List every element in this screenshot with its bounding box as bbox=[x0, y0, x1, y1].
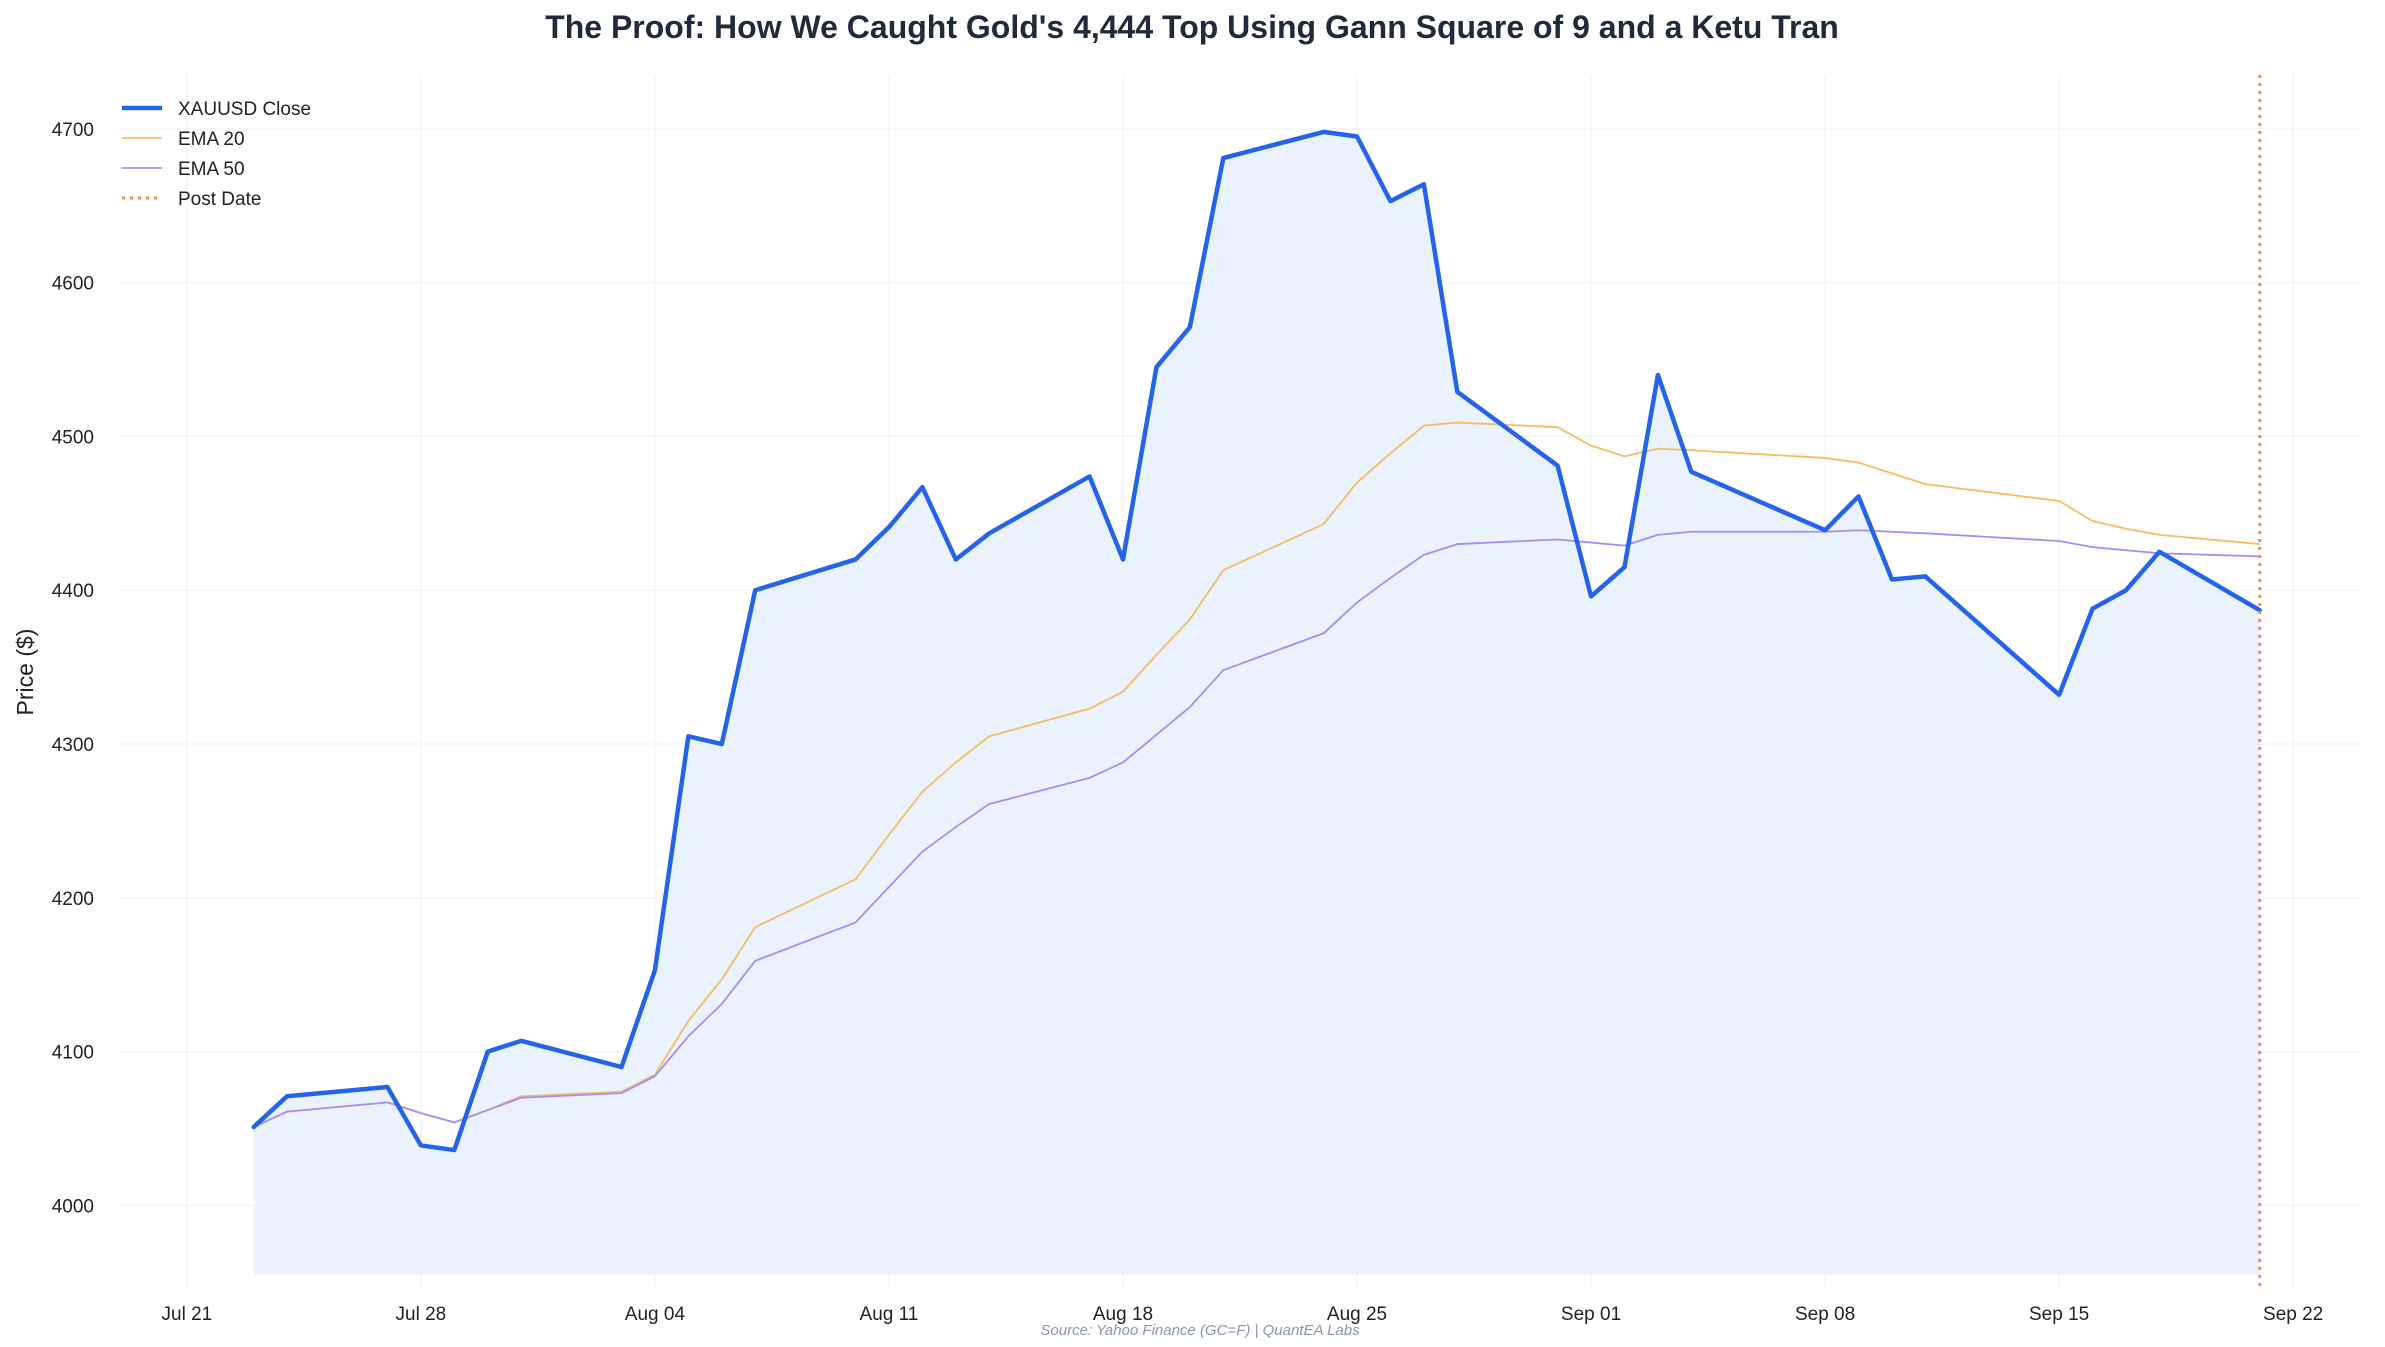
y-tick-label: 4600 bbox=[52, 274, 94, 295]
xauusd-close-line bbox=[251, 129, 2262, 1153]
y-tick-label: 4300 bbox=[52, 735, 94, 756]
legend-label: Post Date bbox=[178, 189, 261, 210]
x-tick-label: Jul 28 bbox=[396, 1304, 447, 1325]
y-tick-label: 4500 bbox=[52, 427, 94, 448]
x-tick-label: Sep 15 bbox=[2029, 1304, 2089, 1325]
x-tick-label: Sep 01 bbox=[1561, 1304, 1621, 1325]
x-tick-label: Sep 08 bbox=[1795, 1304, 1855, 1325]
legend: XAUUSD Close EMA 20 EMA 50 Post Date bbox=[122, 99, 311, 210]
y-tick-label: 4400 bbox=[52, 581, 94, 602]
legend-label: EMA 20 bbox=[178, 129, 245, 150]
x-tick-label: Jul 21 bbox=[162, 1304, 213, 1325]
source-note: Source: Yahoo Finance (GC=F) | QuantEA L… bbox=[1040, 1322, 1360, 1339]
y-tick-label: 4700 bbox=[52, 120, 94, 141]
legend-label: XAUUSD Close bbox=[178, 99, 311, 120]
chart-title: The Proof: How We Caught Gold's 4,444 To… bbox=[545, 9, 1839, 45]
y-axis-label: Price ($) bbox=[12, 629, 38, 716]
x-tick-label: Aug 04 bbox=[625, 1304, 686, 1325]
ema-20-line bbox=[252, 421, 2261, 1128]
series-lines bbox=[251, 129, 2262, 1153]
x-axis-ticks: Jul 21 Jul 28 Aug 04 Aug 11 Aug 18 Aug 25 Sep … bbox=[162, 1304, 2324, 1325]
y-tick-label: 4100 bbox=[52, 1043, 94, 1064]
x-tick-label: Aug 11 bbox=[860, 1304, 919, 1325]
x-tick-label: Aug 18 bbox=[1093, 1304, 1153, 1325]
y-axis-ticks: 4000 4100 4200 4300 4400 4500 4600 4700 bbox=[52, 120, 94, 1218]
legend-label: EMA 50 bbox=[178, 159, 245, 180]
y-tick-label: 4000 bbox=[52, 1196, 94, 1217]
x-tick-label: Aug 25 bbox=[1327, 1304, 1387, 1325]
ema-50-line bbox=[252, 529, 2261, 1128]
close-area-fill bbox=[253, 131, 2260, 1275]
x-tick-label: Sep 22 bbox=[2263, 1304, 2323, 1325]
y-tick-label: 4200 bbox=[52, 889, 94, 910]
close-area bbox=[253, 131, 2260, 1275]
